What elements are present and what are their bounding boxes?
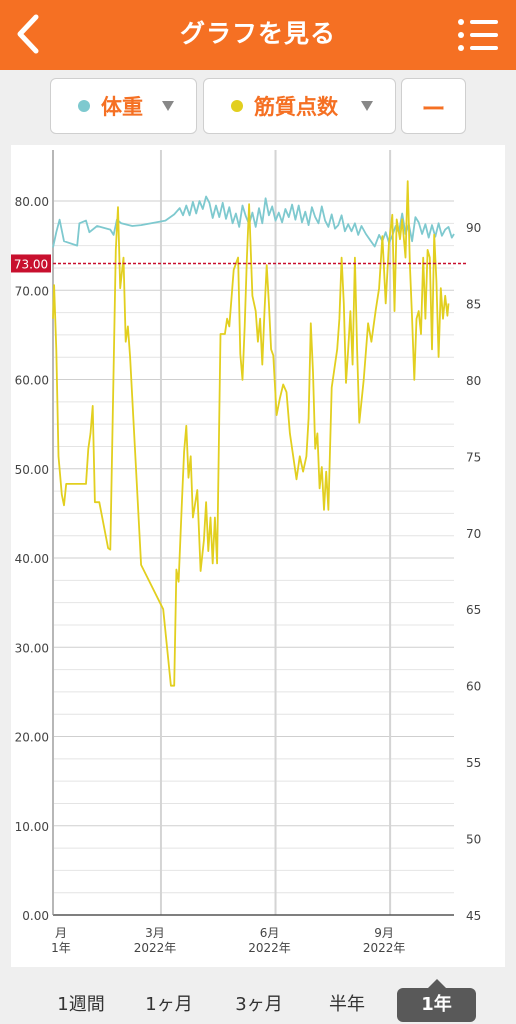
tab-1-week[interactable]: 1週間 xyxy=(57,994,105,1015)
x-axis-tick-year-label: 2022年 xyxy=(134,941,177,955)
series-selector-label: 筋質点数 xyxy=(254,95,338,119)
series-selector-row: 体重 筋質点数 ー xyxy=(0,70,516,144)
page-title: グラフを見る xyxy=(179,19,336,48)
dropdown-arrow-icon xyxy=(162,101,174,111)
left-axis-tick-label: 10.00 xyxy=(15,820,49,834)
muscle-score-series-line xyxy=(52,180,450,687)
menu-button[interactable] xyxy=(458,18,500,52)
chart-area: 0.00 10.00 20.00 30.00 40.00 50.00 60.00 70.00 8… xyxy=(11,145,505,967)
tab-label: 1年 xyxy=(421,994,452,1015)
left-axis-tick-label: 20.00 xyxy=(15,731,49,745)
x-axis-tick-year-label: 2022年 xyxy=(248,941,291,955)
left-axis-tick-label: 40.00 xyxy=(15,552,49,566)
back-button[interactable] xyxy=(8,10,48,58)
right-axis-tick-label: 50 xyxy=(466,833,481,847)
right-axis-tick-label: 45 xyxy=(466,909,481,923)
period-tabs: 1週間 1ヶ月 3ヶ月 半年 1年 xyxy=(0,968,516,1024)
tab-1-year[interactable]: 1年 xyxy=(397,979,476,1022)
right-axis-tick-label: 90 xyxy=(466,221,481,235)
right-axis-tick-label: 60 xyxy=(466,680,481,694)
x-axis-tick-year-label: 1年 xyxy=(51,941,71,955)
x-axis-tick-year-label: 2022年 xyxy=(363,941,406,955)
series-selector-none[interactable]: ー xyxy=(401,78,466,134)
dropdown-arrow-icon xyxy=(361,101,373,111)
series-selector-weight[interactable]: 体重 xyxy=(50,78,197,134)
left-axis-tick-label: 50.00 xyxy=(15,463,49,477)
right-axis-tick-label: 65 xyxy=(466,603,481,617)
left-axis-tick-label: 80.00 xyxy=(15,195,49,209)
series-selector-label: 体重 xyxy=(101,95,143,119)
right-axis-tick-label: 85 xyxy=(466,297,481,311)
tab-3-months[interactable]: 3ヶ月 xyxy=(235,994,283,1015)
target-label-badge xyxy=(11,254,51,273)
tab-half-year[interactable]: 半年 xyxy=(329,994,365,1015)
line-chart: 0.00 10.00 20.00 30.00 40.00 50.00 60.00 70.00 8… xyxy=(11,150,481,955)
left-axis-tick-label: 60.00 xyxy=(15,374,49,388)
x-axis-tick-label: 9月 xyxy=(374,926,394,940)
right-axis-tick-label: 80 xyxy=(466,374,481,388)
left-axis-tick-label: 0.00 xyxy=(22,909,49,923)
target-label-text: 73.00 xyxy=(14,257,48,271)
series-selector-muscle-score[interactable]: 筋質点数 xyxy=(203,78,396,134)
right-axis-tick-label: 70 xyxy=(466,527,481,541)
x-axis-tick-label: 月 xyxy=(55,926,67,940)
left-axis-tick-label: 70.00 xyxy=(15,284,49,298)
tab-1-month[interactable]: 1ヶ月 xyxy=(145,994,193,1015)
chevron-left-icon xyxy=(17,14,39,54)
x-axis-tick-label: 3月 xyxy=(145,926,165,940)
app-header: グラフを見る xyxy=(0,0,516,70)
series-color-dot xyxy=(231,100,243,112)
left-axis-tick-label: 30.00 xyxy=(15,641,49,655)
active-tab-pointer xyxy=(427,979,446,988)
series-color-dot xyxy=(78,100,90,112)
x-axis-tick-label: 6月 xyxy=(260,926,280,940)
weight-series-line xyxy=(52,195,455,248)
series-selector-label: ー xyxy=(421,94,446,123)
right-axis-tick-label: 55 xyxy=(466,756,481,770)
right-axis-tick-label: 75 xyxy=(466,450,481,464)
